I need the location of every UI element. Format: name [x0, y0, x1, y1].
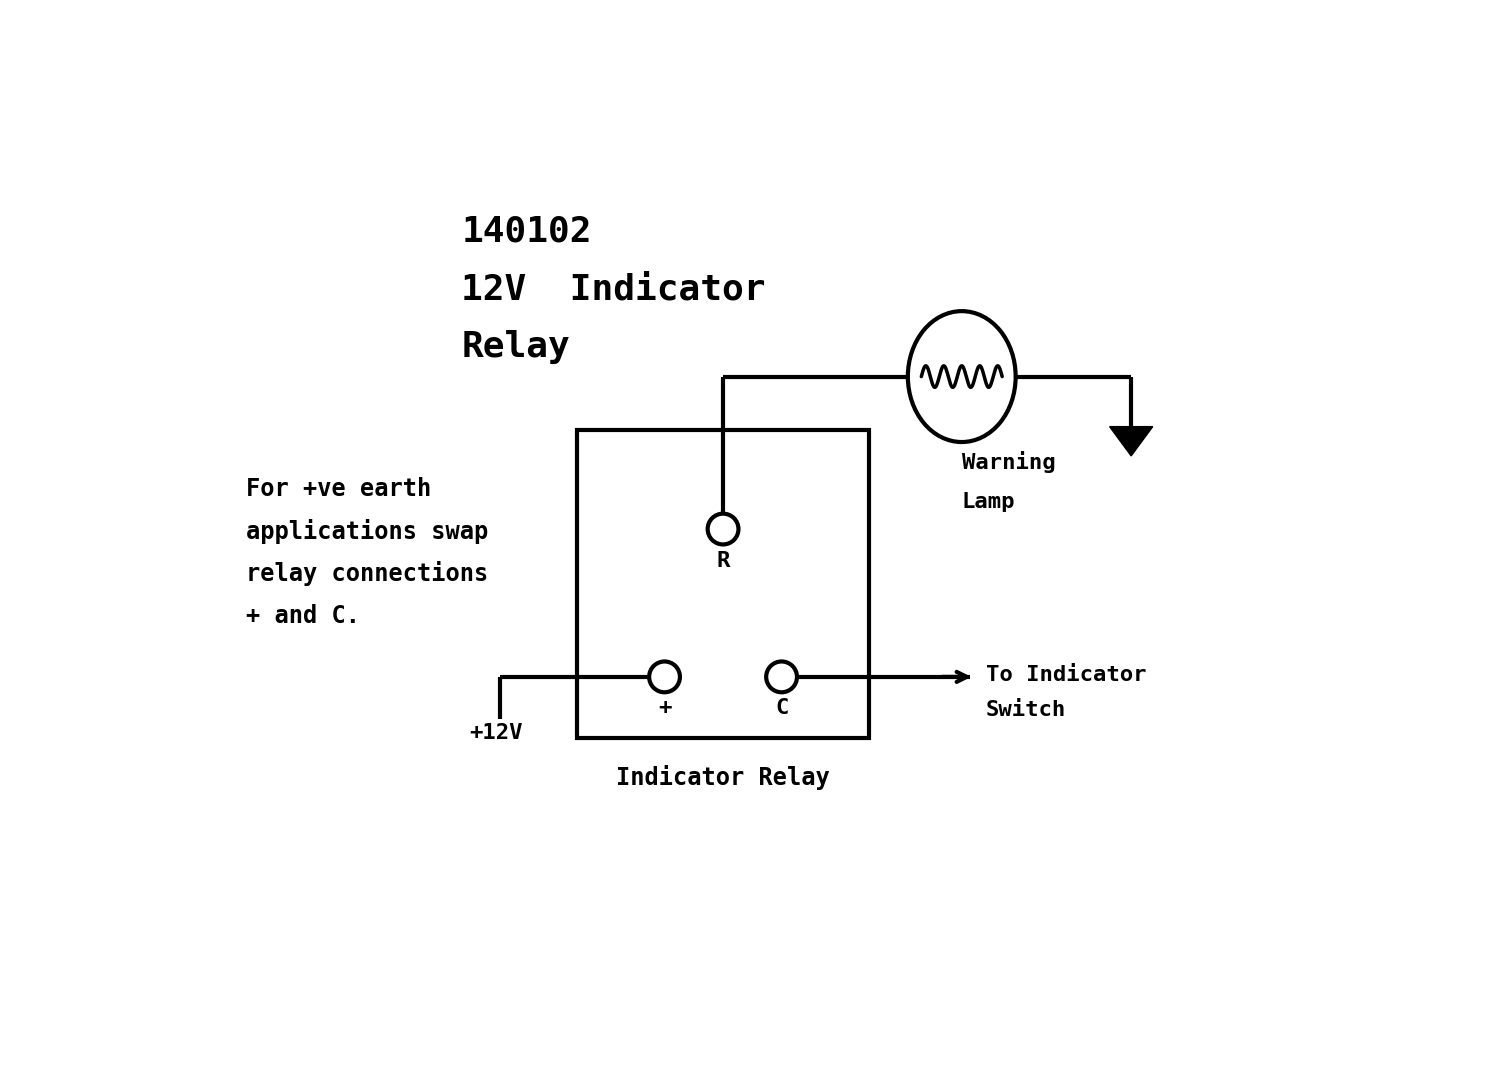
- Text: + and C.: + and C.: [245, 604, 359, 628]
- Text: Relay: Relay: [462, 330, 570, 364]
- Text: Switch: Switch: [985, 700, 1066, 720]
- Text: R: R: [716, 551, 729, 570]
- Bar: [576, 431, 869, 739]
- Text: relay connections: relay connections: [245, 562, 487, 586]
- Text: +: +: [657, 699, 671, 718]
- Text: To Indicator: To Indicator: [985, 666, 1146, 685]
- Text: 140102: 140102: [462, 214, 591, 249]
- Circle shape: [766, 661, 797, 693]
- Text: C: C: [775, 699, 788, 718]
- Circle shape: [650, 661, 680, 693]
- Polygon shape: [1110, 427, 1152, 456]
- Text: For +ve earth: For +ve earth: [245, 477, 432, 501]
- Text: +12V: +12V: [469, 724, 523, 743]
- Ellipse shape: [908, 311, 1015, 442]
- Text: Indicator Relay: Indicator Relay: [617, 765, 830, 790]
- Text: 12V  Indicator: 12V Indicator: [462, 272, 766, 307]
- Text: applications swap: applications swap: [245, 519, 487, 544]
- Text: Warning: Warning: [961, 451, 1056, 473]
- Text: Lamp: Lamp: [961, 492, 1015, 512]
- Circle shape: [708, 513, 738, 545]
